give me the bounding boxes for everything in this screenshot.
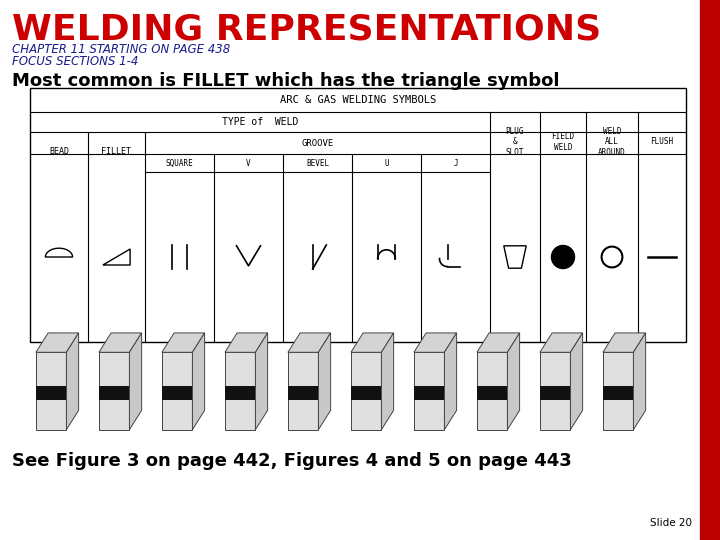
Polygon shape <box>256 333 268 430</box>
Polygon shape <box>318 333 330 430</box>
Text: FLUSH: FLUSH <box>650 138 674 146</box>
Circle shape <box>552 246 575 268</box>
Bar <box>603 386 634 400</box>
Polygon shape <box>634 333 646 430</box>
Polygon shape <box>45 248 73 257</box>
Polygon shape <box>570 333 582 430</box>
Text: GROOVE: GROOVE <box>302 138 333 147</box>
Bar <box>225 386 256 400</box>
Polygon shape <box>351 333 394 352</box>
Bar <box>30 88 686 342</box>
Polygon shape <box>414 333 456 352</box>
Polygon shape <box>540 333 582 352</box>
Bar <box>99 352 130 430</box>
Polygon shape <box>162 333 204 352</box>
Polygon shape <box>603 333 646 352</box>
Polygon shape <box>508 333 520 430</box>
Bar <box>36 352 66 430</box>
Polygon shape <box>66 333 78 430</box>
Polygon shape <box>477 333 520 352</box>
Text: FIELD
WELD: FIELD WELD <box>552 132 575 152</box>
Bar <box>288 352 318 430</box>
Bar <box>351 352 382 430</box>
Bar <box>162 352 192 430</box>
Bar <box>99 386 130 400</box>
Polygon shape <box>225 333 268 352</box>
Text: CHAPTER 11 STARTING ON PAGE 438: CHAPTER 11 STARTING ON PAGE 438 <box>12 43 230 56</box>
Text: BEAD: BEAD <box>49 147 69 157</box>
Bar <box>414 352 444 430</box>
Bar <box>477 352 508 430</box>
Polygon shape <box>192 333 204 430</box>
Text: Most common is FILLET which has the triangle symbol: Most common is FILLET which has the tria… <box>12 72 559 90</box>
Bar <box>540 352 570 430</box>
Bar <box>603 352 634 430</box>
Text: PLUG
&
SLOT: PLUG & SLOT <box>505 127 524 157</box>
Bar <box>414 386 444 400</box>
Text: Slide 20: Slide 20 <box>650 518 692 528</box>
Polygon shape <box>444 333 456 430</box>
Text: FILLET: FILLET <box>102 147 132 157</box>
Bar <box>225 352 256 430</box>
Bar <box>700 0 720 540</box>
Text: SQUARE: SQUARE <box>166 159 194 167</box>
Text: See Figure 3 on page 442, Figures 4 and 5 on page 443: See Figure 3 on page 442, Figures 4 and … <box>12 452 572 470</box>
Text: WELDING REPRESENTATIONS: WELDING REPRESENTATIONS <box>12 12 601 46</box>
Text: TYPE of  WELD: TYPE of WELD <box>222 117 298 127</box>
Polygon shape <box>36 333 78 352</box>
Bar <box>351 386 382 400</box>
Bar <box>36 386 66 400</box>
Text: WELD
ALL
AROUND: WELD ALL AROUND <box>598 127 626 157</box>
Polygon shape <box>288 333 330 352</box>
Bar <box>288 386 318 400</box>
Polygon shape <box>382 333 394 430</box>
Text: U: U <box>384 159 389 167</box>
Bar <box>162 386 192 400</box>
Text: BEVEL: BEVEL <box>306 159 329 167</box>
Bar <box>477 386 508 400</box>
Text: FOCUS SECTIONS 1-4: FOCUS SECTIONS 1-4 <box>12 55 138 68</box>
Text: ARC & GAS WELDING SYMBOLS: ARC & GAS WELDING SYMBOLS <box>280 95 436 105</box>
Polygon shape <box>130 333 142 430</box>
Text: V: V <box>246 159 251 167</box>
Polygon shape <box>99 333 142 352</box>
Text: J: J <box>453 159 458 167</box>
Bar <box>540 386 570 400</box>
